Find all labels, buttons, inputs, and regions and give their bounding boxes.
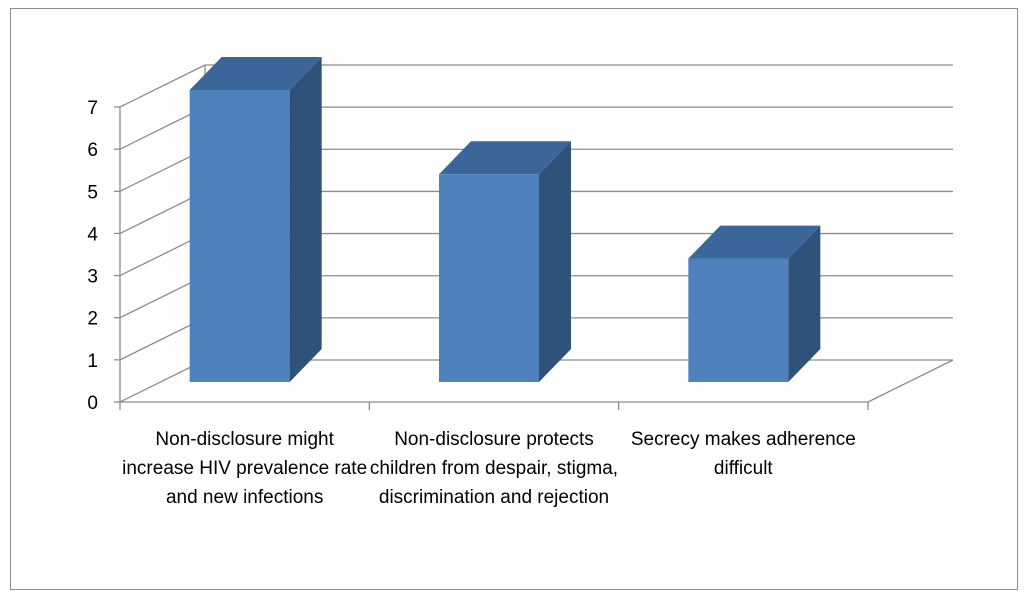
category-label-1: Non-disclosure might increase HIV preval… [122,429,368,508]
y-tick-label-4: 4 [87,224,98,245]
y-tick-label-5: 5 [87,182,98,203]
category-label-2: Non-disclosure protects children from de… [369,429,619,508]
y-tick-label-7: 7 [87,98,98,119]
bar-2-side [539,141,571,382]
y-tick-label-3: 3 [87,267,98,288]
bar-1-front [189,90,290,382]
side-gridline-7 [119,64,206,108]
floor-right-edge [867,359,954,403]
bar-2-top [439,141,571,175]
bar-3-side [788,225,821,382]
y-tick-label-2: 2 [87,309,98,330]
bar-1-side [289,57,322,382]
bar-3-top [688,225,821,259]
bar-3-front [688,258,789,382]
y-tick-label-1: 1 [87,351,98,372]
bar-2-front [439,174,539,382]
category-label-3: Secrecy makes adherence difficult [630,429,856,479]
y-tick-label-0: 0 [87,393,98,414]
bar-1-top [189,57,322,90]
y-tick-label-6: 6 [87,140,98,161]
